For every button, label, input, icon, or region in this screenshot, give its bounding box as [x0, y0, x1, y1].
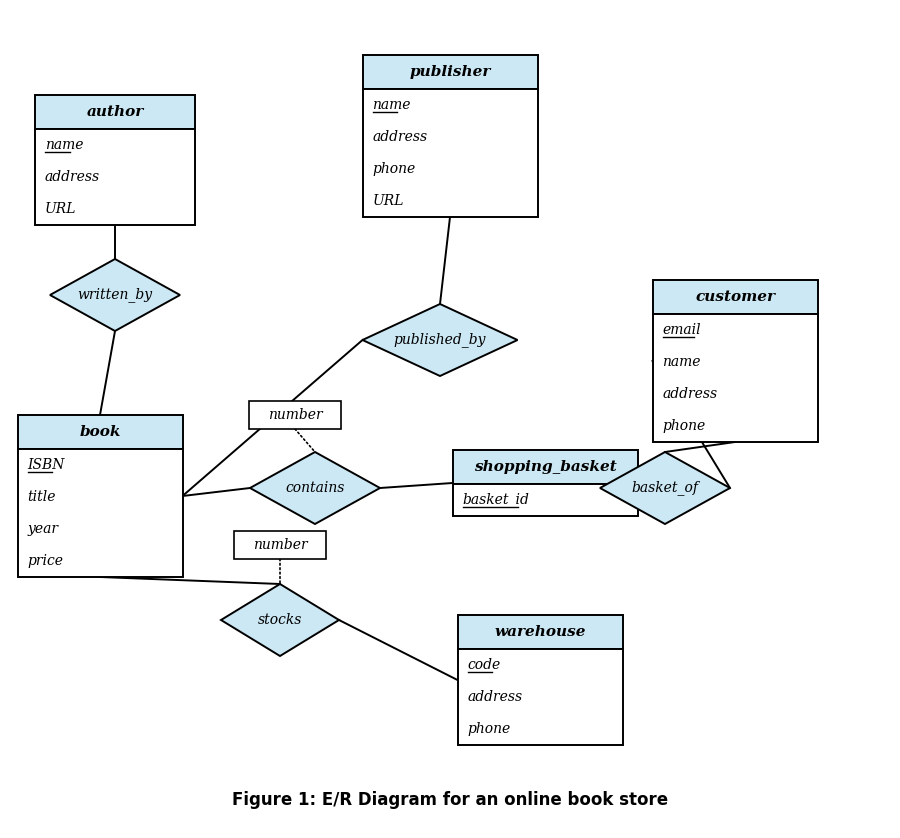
Text: title: title	[28, 490, 56, 504]
Text: name: name	[373, 98, 411, 112]
Bar	[457, 615, 623, 649]
Bar	[35, 95, 195, 129]
Text: name: name	[45, 138, 84, 152]
Text: ISBN: ISBN	[28, 458, 65, 472]
Bar	[17, 449, 183, 577]
Text: address: address	[662, 387, 717, 401]
Bar	[453, 484, 637, 516]
Text: code: code	[467, 658, 500, 672]
Text: published_by: published_by	[394, 333, 486, 348]
Text: basket_id: basket_id	[463, 493, 529, 508]
Text: publisher: publisher	[410, 65, 490, 79]
Polygon shape	[50, 259, 180, 331]
Text: name: name	[662, 355, 701, 369]
Text: phone: phone	[373, 162, 416, 176]
Text: email: email	[662, 323, 701, 337]
Polygon shape	[600, 452, 730, 524]
Polygon shape	[250, 452, 380, 524]
Polygon shape	[221, 584, 339, 656]
Bar	[234, 531, 326, 559]
Text: address: address	[45, 170, 100, 184]
Text: warehouse: warehouse	[494, 625, 586, 639]
Text: shopping_basket: shopping_basket	[473, 460, 616, 474]
Bar	[453, 450, 637, 484]
Text: Figure 1: E/R Diagram for an online book store: Figure 1: E/R Diagram for an online book…	[232, 791, 668, 809]
Text: address: address	[373, 130, 427, 144]
Bar	[363, 89, 537, 217]
Bar	[363, 55, 537, 89]
Text: book: book	[79, 425, 121, 439]
Bar	[652, 280, 817, 314]
Text: number: number	[267, 408, 322, 422]
Text: address: address	[467, 690, 523, 704]
Bar	[652, 314, 817, 442]
Text: basket_of: basket_of	[632, 480, 698, 495]
Text: contains: contains	[285, 481, 345, 495]
Text: URL: URL	[373, 194, 404, 208]
Text: number: number	[253, 538, 307, 552]
Text: author: author	[86, 105, 144, 119]
Text: phone: phone	[467, 722, 511, 736]
Bar	[17, 415, 183, 449]
Text: written_by: written_by	[77, 287, 153, 303]
Text: URL: URL	[45, 202, 76, 216]
Bar	[457, 649, 623, 745]
Text: customer: customer	[695, 290, 775, 304]
Bar	[35, 129, 195, 225]
Text: stocks: stocks	[257, 613, 302, 627]
Text: year: year	[28, 522, 58, 536]
Text: price: price	[28, 554, 64, 568]
Bar	[249, 401, 341, 429]
Polygon shape	[363, 304, 518, 376]
Text: phone: phone	[662, 419, 706, 433]
